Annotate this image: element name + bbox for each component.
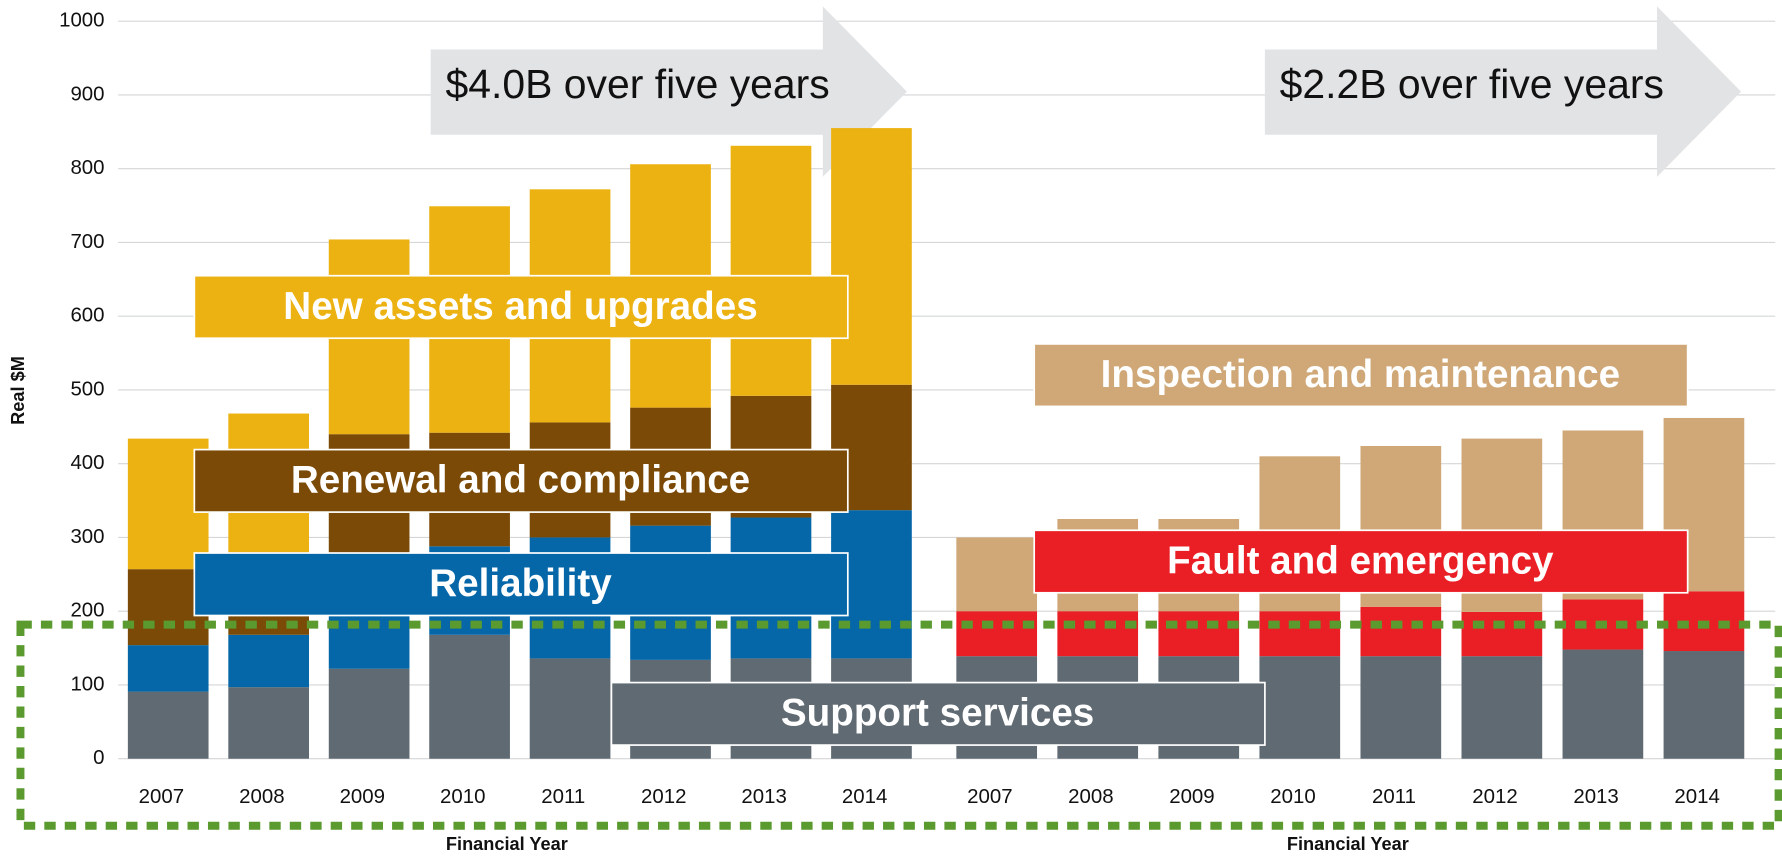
- x-tick-label: 2009: [1169, 785, 1214, 808]
- x-tick-label: 2013: [1573, 785, 1618, 808]
- bar-segment: [529, 658, 611, 759]
- x-tick-label: 2011: [1372, 785, 1416, 808]
- x-tick-label: 2007: [967, 785, 1012, 808]
- bar-segment: [429, 634, 510, 759]
- y-tick-label: 900: [70, 82, 104, 105]
- bar-segment: [228, 634, 310, 688]
- x-tick-label: 2012: [1472, 785, 1517, 808]
- bar-segment: [730, 145, 812, 396]
- bar-segment: [1360, 606, 1442, 657]
- x-tick-label: 2010: [1270, 785, 1315, 808]
- annotation: $4.0B over five years: [445, 61, 829, 107]
- legend-banner: [610, 681, 1266, 746]
- x-tick-label: 2012: [641, 785, 686, 808]
- x-tick-label: 2011: [541, 785, 585, 808]
- bar-segment: [1562, 649, 1644, 759]
- legend-banner: [1033, 343, 1689, 408]
- bar-segment: [228, 687, 310, 759]
- bar-segment: [1057, 611, 1139, 657]
- bar-segment: [328, 668, 410, 759]
- y-tick-label: 700: [70, 230, 104, 253]
- legend-banner: [193, 274, 849, 340]
- y-tick-label: 500: [70, 377, 104, 400]
- bar-segment: [956, 611, 1038, 657]
- y-tick-label: 800: [70, 156, 104, 179]
- y-tick-label: 1000: [59, 9, 104, 32]
- bar-segment: [831, 128, 912, 385]
- bar-segment: [127, 691, 209, 759]
- legend-banner: [1033, 529, 1689, 594]
- x-axis-label: Financial Year: [446, 834, 568, 854]
- x-tick-label: 2009: [340, 785, 385, 808]
- x-tick-label: 2010: [440, 785, 485, 808]
- x-tick-label: 2007: [139, 785, 184, 808]
- arrow: [430, 6, 907, 177]
- y-tick-label: 300: [70, 525, 104, 548]
- y-tick-label: 400: [70, 451, 104, 474]
- bar-segment: [1663, 651, 1745, 759]
- annotation: $2.2B over five years: [1280, 61, 1664, 107]
- x-tick-label: 2008: [239, 785, 284, 808]
- arrow: [1264, 6, 1742, 177]
- x-tick-label: 2008: [1068, 785, 1113, 808]
- y-tick-label: 200: [70, 599, 104, 622]
- y-axis-label: Real $M: [8, 356, 28, 425]
- legend-label: Reliability: [429, 562, 612, 605]
- x-tick-label: 2013: [741, 785, 786, 808]
- legend-banner: [193, 552, 849, 617]
- bar-segment: [1461, 611, 1543, 657]
- y-tick-label: 0: [93, 746, 104, 769]
- bar-segment: [956, 537, 1038, 612]
- y-tick-label: 600: [70, 304, 104, 327]
- x-tick-label: 2014: [1674, 785, 1719, 808]
- legend-label: Renewal and compliance: [291, 459, 750, 502]
- bar-segment: [1158, 611, 1240, 657]
- bar-segment: [1259, 656, 1341, 759]
- legend-label: Support services: [781, 692, 1094, 735]
- bar-segment: [1259, 611, 1341, 657]
- legend-label: New assets and upgrades: [283, 285, 757, 328]
- y-tick-label: 100: [70, 672, 104, 695]
- bar-segment: [1360, 656, 1442, 759]
- legend-banner: [193, 448, 849, 513]
- legend-label: Fault and emergency: [1167, 539, 1554, 582]
- bar-segment: [1461, 656, 1543, 759]
- legend-label: Inspection and maintenance: [1101, 353, 1620, 396]
- x-axis-label: Financial Year: [1287, 834, 1409, 854]
- x-tick-label: 2014: [842, 785, 887, 808]
- bar-segment: [127, 645, 209, 692]
